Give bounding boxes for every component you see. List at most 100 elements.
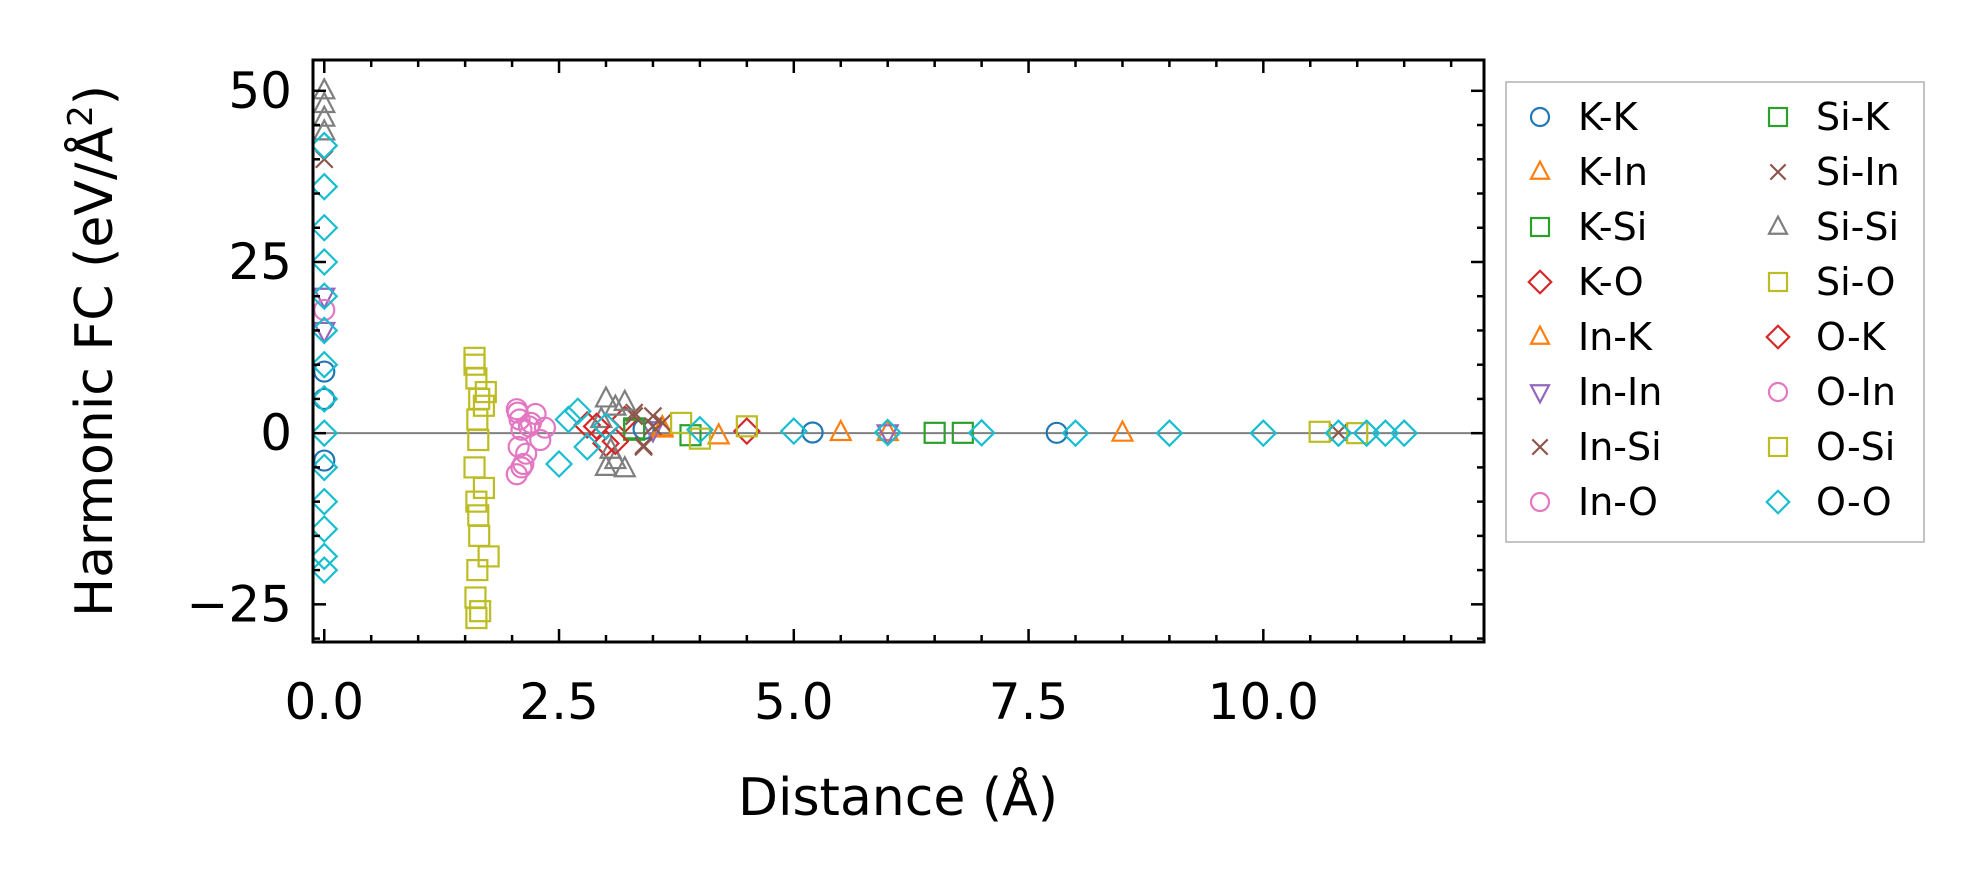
plot-frame [311,58,1486,644]
data-point-k-in [875,418,900,442]
data-point-si-o [463,456,486,479]
data-point-o-o [1249,419,1278,448]
series-o-o [313,131,1419,585]
legend-label-o-in: O-In [1816,370,1896,414]
data-point-o-o [313,419,339,448]
legend-marker-si-k [1767,106,1789,128]
legend-item-in-o: In-O [1529,480,1658,524]
legend: K-K K-In K-Si K-O In-K In-In In-Si In-O Si-K Si-I… [1505,81,1925,543]
data-point-k-o [732,417,761,446]
data-point-o-o [967,418,996,447]
y-axis-label: Harmonic FC (eV/Å2) [61,85,125,617]
data-point-o-o [313,247,339,277]
series-o-si [463,353,1369,623]
legend-marker-si-si [1767,214,1789,235]
data-point-si-si [313,90,337,114]
data-markers [313,76,1484,630]
legend-marker-o-o [1765,489,1791,515]
data-point-in-o [515,442,538,465]
data-point-si-o [468,524,491,547]
data-point-k-in [1110,419,1135,442]
series-si-k [623,418,974,444]
data-point-o-o [779,417,808,446]
data-point-o-k [582,412,611,441]
data-point-si-o [464,586,487,609]
data-point-o-o [313,556,339,585]
legend-marker-k-in [1529,159,1551,180]
data-point-si-in [643,417,663,436]
data-point-si-si [313,76,337,100]
y-tick-label: 0 [260,404,292,462]
data-point-si-o [466,408,489,431]
legend-item-si-k: Si-K [1767,95,1890,139]
data-point-o-o [313,172,339,201]
legend-marker-si-o [1767,271,1789,293]
legend-marker-o-in [1767,381,1789,403]
series-in-o [313,298,557,486]
legend-item-o-k: O-K [1765,315,1887,359]
legend-label-si-in: Si-In [1816,150,1900,194]
legend-item-o-si: O-Si [1767,425,1895,469]
data-point-k-k [1045,421,1068,444]
legend-item-o-in: O-In [1767,370,1896,414]
data-point-si-si [612,388,637,411]
legend-item-in-si: In-Si [1531,425,1662,469]
data-point-si-si [612,454,637,478]
series-si-in [624,406,663,455]
legend-marker-in-in [1529,384,1551,405]
y-tick-label: 25 [228,233,292,291]
data-point-si-si [594,385,618,408]
x-tick-label: 7.5 [989,673,1069,731]
data-point-in-k [828,418,853,442]
data-point-si-si [598,436,623,459]
legend-item-si-in: Si-In [1769,150,1900,194]
legend-marker-k-o [1527,269,1553,295]
legend-label-k-in: K-In [1578,150,1648,194]
legend-label-in-o: In-O [1578,480,1658,524]
y-tick-label: 50 [228,62,292,120]
data-point-si-si [313,104,337,127]
legend-label-si-k: Si-K [1816,95,1890,139]
legend-label-in-si: In-Si [1578,425,1662,469]
legend-label-si-o: Si-O [1816,260,1895,304]
data-point-k-k [801,421,824,444]
data-point-in-in [875,424,900,447]
data-point-o-o [1061,419,1090,448]
data-point-si-si [589,405,614,429]
series-o-in [506,401,541,479]
data-point-o-o [313,316,339,345]
data-point-si-si [594,453,618,476]
data-point-si-o [688,427,711,450]
data-point-si-o [463,346,486,369]
data-point-o-o [1155,419,1184,448]
legend-item-k-k: K-K [1529,95,1639,139]
data-point-si-o [474,380,497,404]
data-point-o-si [472,394,496,417]
legend-item-si-si: Si-Si [1767,205,1899,249]
data-point-o-o [563,397,592,426]
y-tick-label: −25 [186,575,292,633]
y-axis-label-sup: 2 [61,105,101,127]
data-point-o-o [1324,419,1353,448]
data-point-o-o [554,405,583,434]
legend-marker-k-k [1529,106,1551,128]
series-si-si [313,76,637,478]
legend-item-k-o: K-O [1527,260,1644,304]
data-point-o-o [313,487,339,516]
data-point-o-si [1346,422,1369,445]
data-point-si-o [466,559,489,582]
legend-item-in-k: In-K [1529,315,1653,359]
legend-label-o-k: O-K [1816,315,1887,359]
axis-ticks: 0.0 2.5 5.0 7.5 10.0 50 25 0 −25 [186,60,1484,731]
data-point-si-o [465,606,488,630]
data-point-si-o [735,415,758,438]
series-k-o [573,405,761,458]
data-point-o-o [313,350,339,379]
y-axis-label-close: ) [65,85,125,105]
legend-label-k-k: K-K [1578,95,1639,139]
data-point-o-o [873,418,902,447]
data-point-k-si [923,421,946,444]
data-point-o-o [313,282,339,311]
data-point-o-si [463,353,486,376]
data-point-in-in [313,321,337,345]
